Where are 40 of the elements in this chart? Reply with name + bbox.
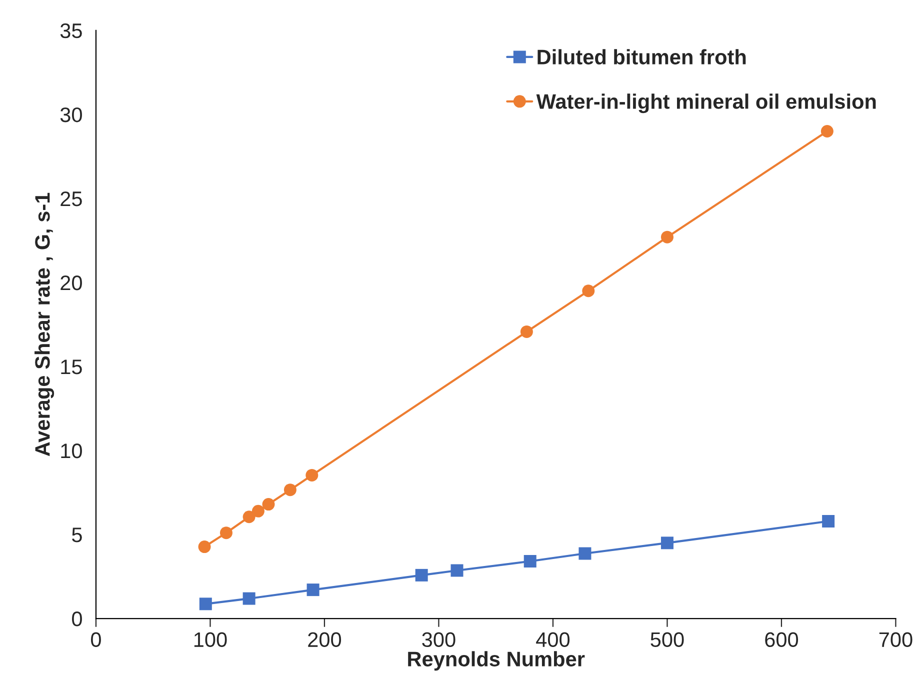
point [582, 284, 595, 298]
y-tick-label: 5 [72, 528, 82, 542]
point [660, 536, 674, 550]
point [415, 568, 428, 582]
y-tick-label: 15 [61, 360, 82, 374]
point [284, 484, 296, 496]
y-tick-label: 25 [60, 191, 82, 206]
y-tick-label: 0 [72, 612, 82, 626]
legend-label: Water-in-light mineral oil emulsion [536, 94, 876, 114]
point [306, 468, 318, 482]
x-tick-label: 0 [90, 632, 101, 648]
x-tick-label: 500 [650, 632, 684, 648]
point [242, 592, 256, 605]
point [450, 564, 464, 577]
x-axis-title: Reynolds Number [408, 651, 585, 671]
x-tick-label: 700 [879, 632, 912, 648]
x-tick-label: 100 [194, 632, 227, 648]
point [220, 526, 232, 540]
point [578, 547, 592, 560]
point [524, 554, 536, 568]
x-tick-label: 200 [308, 632, 342, 648]
point [252, 504, 264, 518]
point [262, 498, 275, 511]
y-tick-label: 10 [61, 444, 82, 458]
point [820, 124, 834, 138]
x-tick-label: 300 [422, 632, 456, 648]
x-tick-label: 400 [536, 632, 570, 648]
y-tick-label: 30 [60, 107, 82, 122]
x-tick-label: 600 [765, 632, 798, 648]
point [306, 584, 320, 596]
y-tick-label: 35 [60, 23, 82, 38]
legend-label: Diluted bitumen froth [538, 49, 746, 64]
point [242, 510, 256, 524]
point [822, 515, 835, 528]
y-axis-title: Average Shear rate , G, s-1 [34, 192, 54, 456]
point [660, 230, 674, 244]
point [520, 325, 533, 338]
point [198, 540, 211, 554]
y-tick-label: 20 [60, 275, 82, 290]
point [199, 598, 212, 610]
